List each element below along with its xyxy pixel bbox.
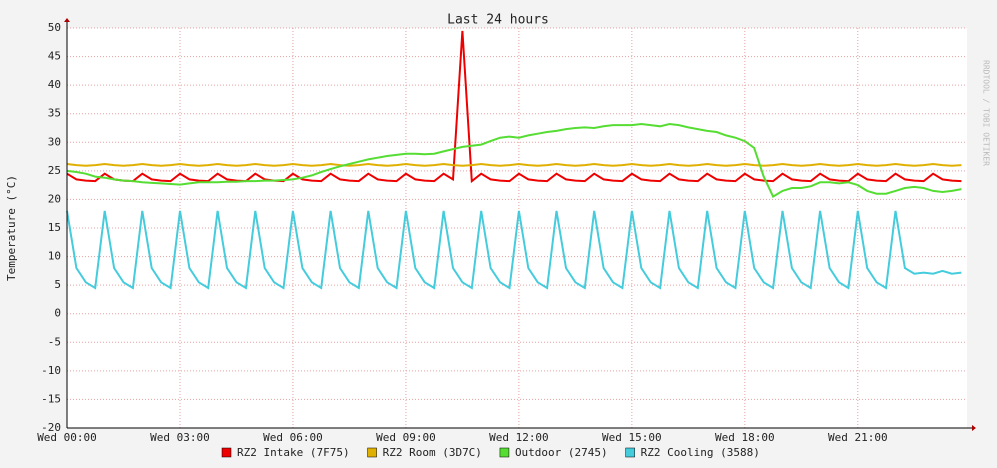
legend: RZ2 Intake (7F75) RZ2 Room (3D7C) Outdoor … bbox=[221, 446, 760, 459]
y-tick-label: -15 bbox=[41, 392, 61, 405]
legend-swatch bbox=[221, 447, 232, 458]
x-tick-label: Wed 03:00 bbox=[150, 431, 210, 444]
legend-swatch bbox=[625, 447, 635, 458]
lines bbox=[66, 30, 962, 290]
y-tick-label: -5 bbox=[48, 335, 61, 348]
x-tick-label: Wed 12:00 bbox=[489, 431, 549, 444]
legend-label: Outdoor (2745) bbox=[515, 446, 608, 459]
y-tick-label: 45 bbox=[48, 50, 61, 63]
y-tick-label: 5 bbox=[54, 278, 61, 291]
x-tick-label: Wed 09:00 bbox=[376, 431, 436, 444]
y-tick-label: -20 bbox=[41, 421, 61, 434]
series-line bbox=[66, 30, 962, 184]
y-tick-label: 10 bbox=[48, 250, 61, 263]
x-arrow bbox=[972, 425, 976, 431]
y-axis-label: Temperature (°C) bbox=[5, 175, 18, 281]
legend-label: RZ2 Room (3D7C) bbox=[383, 446, 482, 459]
y-arrow bbox=[64, 18, 70, 22]
x-tick-label: Wed 21:00 bbox=[828, 431, 888, 444]
y-tick-label: 35 bbox=[48, 107, 61, 120]
y-tick-label: 20 bbox=[48, 192, 61, 205]
y-tick-label: 15 bbox=[48, 221, 61, 234]
series-line bbox=[66, 210, 962, 290]
y-tick-label: 25 bbox=[48, 164, 61, 177]
series-line bbox=[66, 162, 962, 167]
legend-swatch bbox=[499, 447, 510, 458]
series-line bbox=[66, 122, 962, 199]
x-tick-label: Wed 15:00 bbox=[602, 431, 662, 444]
legend-label: RZ2 Intake (7F75) bbox=[237, 446, 350, 459]
chart-title: Last 24 hours bbox=[447, 13, 549, 28]
y-tick-label: 30 bbox=[48, 135, 61, 148]
x-tick-label: Wed 18:00 bbox=[715, 431, 775, 444]
y-tick-label: 0 bbox=[54, 307, 61, 320]
watermark: RRDTOOL / TOBI OETIKER bbox=[982, 60, 991, 166]
x-tick-label: Wed 00:00 bbox=[37, 431, 97, 444]
x-tick-label: Wed 06:00 bbox=[263, 431, 323, 444]
y-tick-label: -10 bbox=[41, 364, 61, 377]
legend-label: RZ2 Cooling (3588) bbox=[641, 446, 760, 459]
legend-swatch bbox=[367, 447, 377, 458]
y-tick-label: 40 bbox=[48, 78, 61, 91]
y-tick-label: 50 bbox=[48, 21, 61, 34]
